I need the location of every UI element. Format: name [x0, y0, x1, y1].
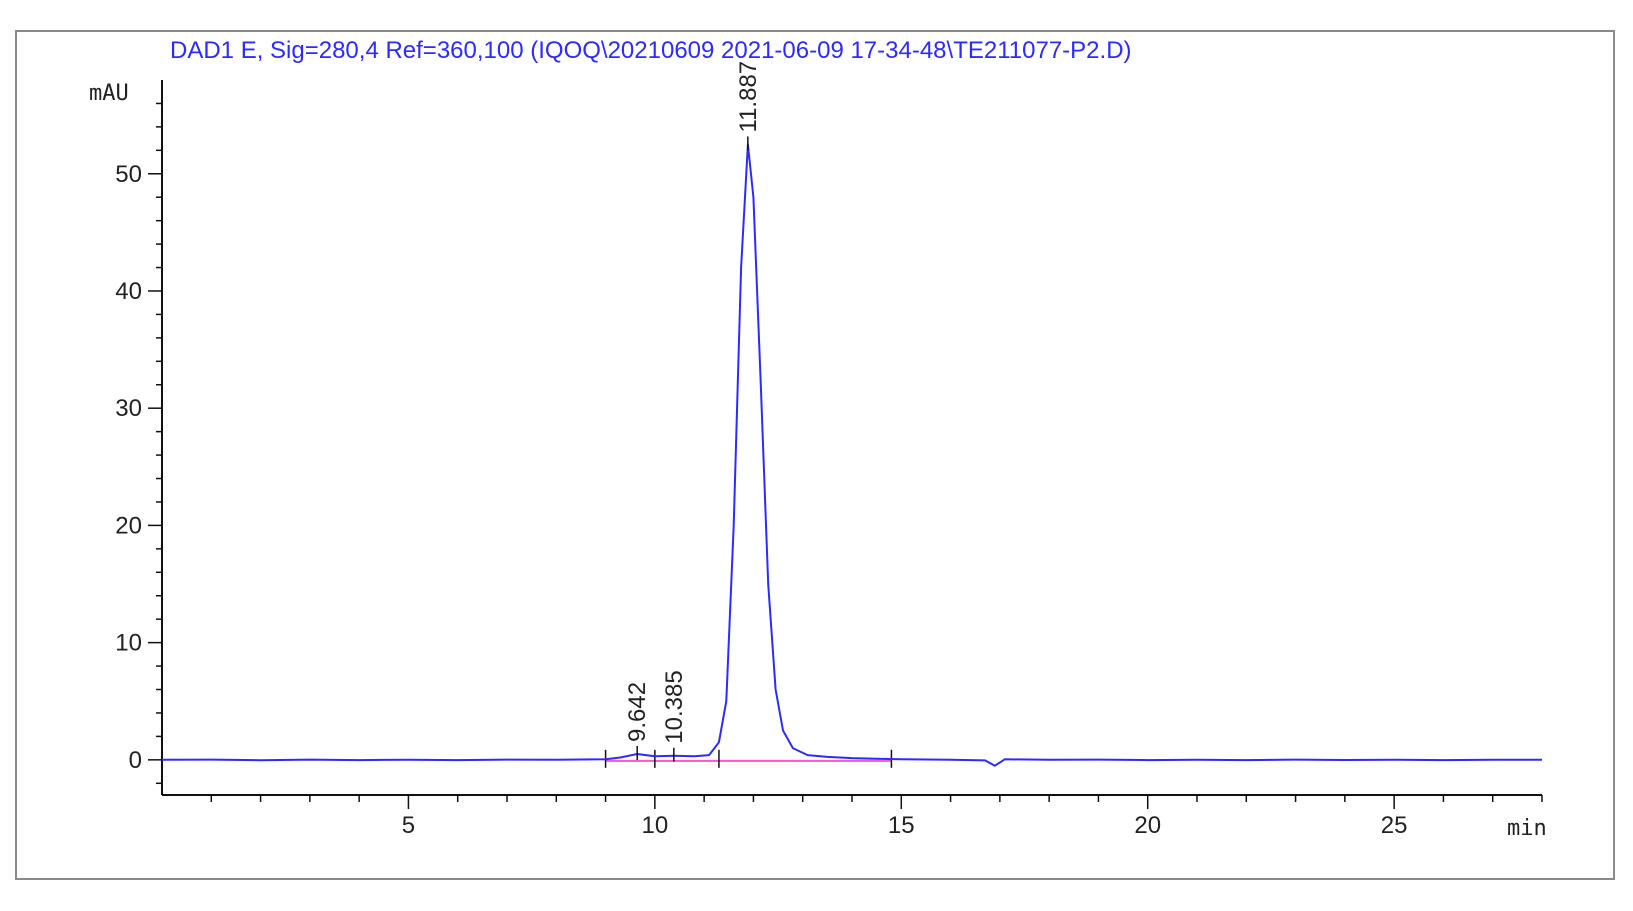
integration-baseline-layer — [604, 749, 893, 768]
y-axis-unit-label: mAU — [89, 81, 129, 106]
axes — [161, 80, 1542, 796]
x-tick-label: 15 — [888, 812, 915, 839]
peak-label: 11.887 — [735, 61, 762, 133]
chart-frame: DAD1 E, Sig=280,4 Ref=360,100 (IQOQ\2021… — [15, 30, 1615, 880]
x-tick-label: 5 — [402, 812, 415, 839]
y-tick-label: 50 — [115, 161, 142, 188]
y-tick-label: 0 — [129, 747, 142, 774]
axis-ticks: 0 10 20 30 40 50 5 10 15 20 25 — [115, 102, 1543, 839]
x-tick-label: 20 — [1134, 812, 1161, 839]
chromatogram-trace — [161, 143, 1543, 767]
y-tick-label: 20 — [115, 512, 142, 539]
y-tick-label: 10 — [115, 630, 142, 657]
x-tick-label: 10 — [642, 812, 669, 839]
series-layer — [161, 143, 1543, 767]
peak-label: 10.385 — [661, 670, 688, 743]
x-tick-label: 25 — [1381, 812, 1408, 839]
chart-title: DAD1 E, Sig=280,4 Ref=360,100 (IQOQ\2021… — [170, 37, 1132, 64]
x-axis-unit-label: min — [1507, 816, 1547, 841]
peak-label: 9.642 — [624, 682, 651, 742]
y-tick-label: 30 — [115, 395, 142, 422]
y-tick-label: 40 — [115, 278, 142, 305]
chromatogram-chart: DAD1 E, Sig=280,4 Ref=360,100 (IQOQ\2021… — [89, 37, 1547, 841]
peak-labels: 9.642 10.385 11.887 — [624, 61, 762, 762]
